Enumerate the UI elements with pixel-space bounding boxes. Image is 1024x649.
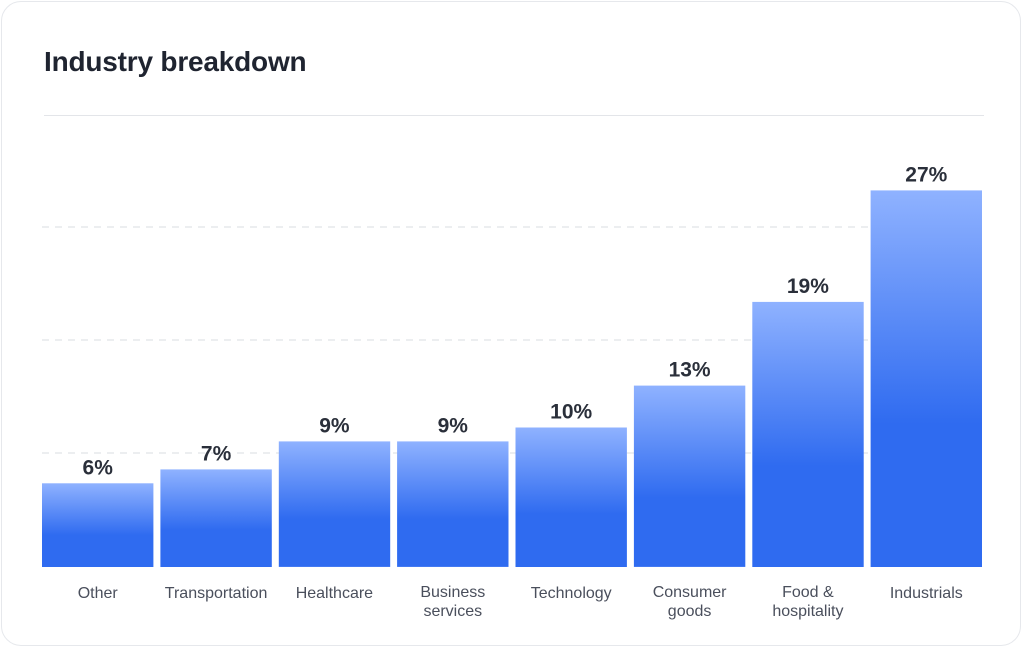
bar <box>278 441 391 567</box>
bar-value-label: 9% <box>438 414 469 437</box>
bar <box>42 483 154 567</box>
category-label: Transportation <box>165 585 268 602</box>
category-labels: Other Transportation Healthcare Business ser… <box>78 584 963 620</box>
category-label-line: services <box>423 603 482 620</box>
title-divider <box>44 115 984 116</box>
bar-value-label: 6% <box>83 456 114 479</box>
category-label-line: hospitality <box>772 603 843 620</box>
category-label: Healthcare <box>296 585 373 602</box>
category-label-line: Food & <box>782 584 834 601</box>
bar <box>633 385 746 567</box>
category-label-line: Industrials <box>890 585 963 602</box>
bar <box>160 469 272 567</box>
category-label-line: Healthcare <box>296 585 373 602</box>
category-label: Technology <box>531 585 612 602</box>
bar <box>752 301 864 567</box>
bar-value-label: 10% <box>550 401 592 424</box>
bar <box>870 190 982 567</box>
bar-value-label: 7% <box>201 442 232 465</box>
bar-value-label: 9% <box>319 414 350 437</box>
bars <box>42 190 982 567</box>
category-label-line: Consumer <box>653 584 727 601</box>
category-label-line: Transportation <box>165 585 268 602</box>
category-label: Industrials <box>890 585 963 602</box>
value-labels: 6% 7% 9% 9% 10% 13% 19% 27% <box>83 163 948 479</box>
chart-title: Industry breakdown <box>44 46 307 77</box>
bar <box>515 427 627 567</box>
category-label-line: goods <box>668 603 712 620</box>
category-label: Other <box>78 585 119 602</box>
category-label-line: Other <box>78 585 119 602</box>
bar <box>397 441 509 567</box>
bar-value-label: 19% <box>787 275 829 298</box>
category-label: Business services <box>420 584 485 620</box>
bar-value-label: 27% <box>905 163 947 186</box>
category-label-line: Technology <box>531 585 612 602</box>
category-label: Consumer goods <box>653 584 727 620</box>
bar-value-label: 13% <box>669 359 711 382</box>
category-label-line: Business <box>420 584 485 601</box>
category-label: Food & hospitality <box>772 584 843 620</box>
